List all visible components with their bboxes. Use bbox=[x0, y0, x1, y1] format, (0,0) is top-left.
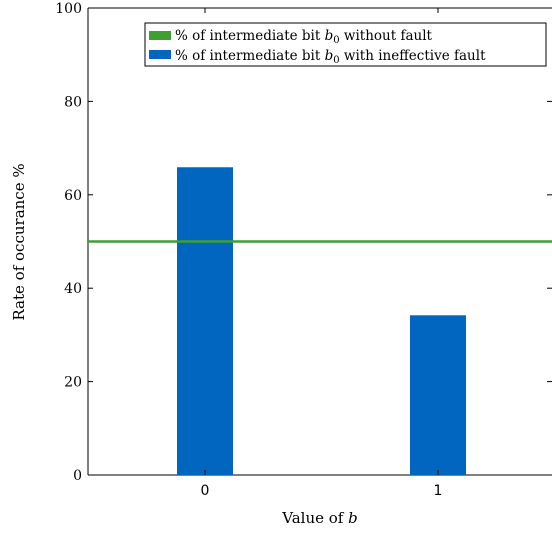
y-tick-label: 80 bbox=[64, 94, 82, 110]
legend-entry-without-fault: % of intermediate bit b0 without fault bbox=[175, 28, 433, 46]
y-tick-label: 60 bbox=[64, 188, 82, 204]
y-tick-label: 20 bbox=[64, 375, 82, 391]
legend-entry-ineffective-fault: % of intermediate bit b0 with ineffectiv… bbox=[175, 48, 486, 66]
x-tick-label: 1 bbox=[434, 483, 443, 499]
legend-swatch-bar bbox=[149, 50, 171, 59]
x-tick-label: 0 bbox=[201, 483, 210, 499]
legend-box bbox=[144, 22, 547, 67]
legend-swatch-line bbox=[149, 31, 171, 40]
bar-1 bbox=[410, 315, 466, 475]
y-axis-label: Rate of occurance % bbox=[10, 163, 28, 320]
y-tick-label: 0 bbox=[73, 468, 82, 484]
y-tick-label: 100 bbox=[55, 1, 82, 17]
legend: % of intermediate bit b0 without fault %… bbox=[144, 22, 547, 67]
y-tick-label: 40 bbox=[64, 281, 82, 297]
x-axis-label: Value of b bbox=[281, 509, 357, 527]
bar-0 bbox=[177, 167, 233, 475]
